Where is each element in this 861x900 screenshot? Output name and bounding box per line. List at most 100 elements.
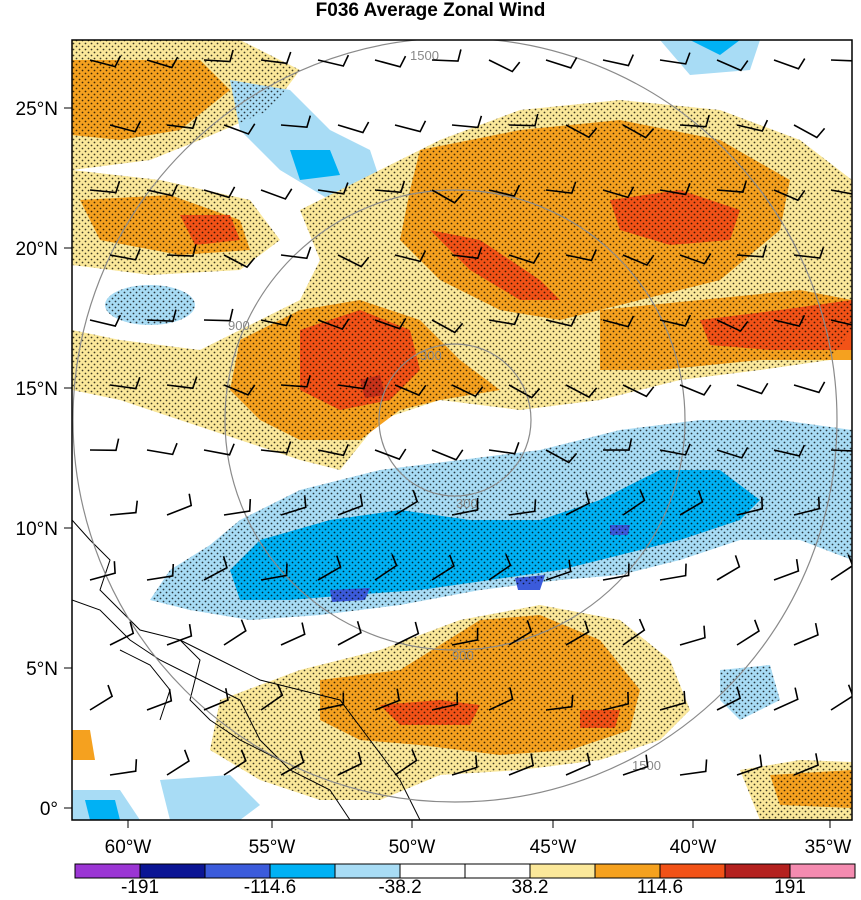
colorbar-swatch: [139, 863, 206, 879]
wind-barb: [203, 443, 235, 456]
wind-barb: [488, 59, 521, 73]
wind-barb: [602, 691, 630, 711]
wind-barb: [830, 449, 852, 452]
wind-barb: [431, 319, 464, 334]
colorbar-swatch: [464, 863, 531, 879]
wind-barb: [622, 124, 655, 139]
wind-barb: [260, 314, 293, 327]
wind-barb: [622, 754, 649, 776]
colorbar-label-n38: -38.2: [378, 877, 421, 898]
wind-barb: [736, 245, 767, 258]
map-title: F036 Average Zonal Wind: [315, 0, 546, 21]
wind-barb: [89, 314, 122, 328]
wind-barb: [602, 315, 635, 328]
wind-barb: [431, 449, 464, 461]
colorbar-label-114: 114.6: [637, 877, 683, 898]
colorbar-swatch: [594, 863, 661, 879]
lon-axis: 60°W 55°W 50°W 45°W 40°W 35°W: [105, 820, 852, 858]
wind-barb: [223, 498, 252, 516]
wind-barb: [830, 684, 852, 711]
wind-barb: [679, 759, 708, 776]
lower-left-negative-patches: [72, 775, 260, 820]
wind-barb: [716, 180, 748, 193]
wind-barb: [109, 500, 139, 516]
colorbar-swatch: [789, 863, 856, 879]
wind-barb: [830, 189, 852, 195]
wind-barb: [830, 554, 852, 581]
wind-barb: [280, 495, 307, 516]
wind-barb: [337, 121, 370, 134]
wind-barb: [659, 183, 691, 196]
ring-label-300: 300: [420, 348, 442, 363]
wind-barb: [109, 120, 142, 133]
wind-barb: [565, 124, 598, 139]
wind-barb: [659, 690, 686, 711]
wind-barb: [166, 623, 193, 646]
wind-barb: [337, 377, 369, 390]
colorbar-swatch: [529, 863, 596, 879]
wind-barb: [337, 493, 364, 516]
wind-barb: [223, 619, 247, 646]
colorbar-label-n191: -191: [121, 877, 159, 898]
wind-barb: [280, 115, 312, 128]
wind-barb: [317, 318, 350, 331]
wind-barb: [773, 189, 806, 202]
wind-barb: [374, 317, 407, 330]
wind-barb: [622, 488, 646, 516]
lat-label-20n: 20°N: [16, 239, 58, 260]
wind-barb: [166, 376, 198, 390]
wind-barb: [337, 254, 370, 268]
wind-barb: [716, 59, 749, 72]
wind-barb: [109, 248, 141, 261]
wind-barb: [508, 252, 541, 265]
range-ring-300: [378, 343, 532, 497]
wind-barb: [109, 377, 141, 390]
wind-barb: [793, 622, 819, 646]
wind-barb: [109, 621, 135, 646]
wind-barb: [622, 384, 655, 398]
wind-barb: [508, 620, 533, 646]
wind-barb: [659, 52, 691, 65]
wind-barb: [773, 58, 806, 70]
wind-barb: [223, 254, 256, 269]
wind-barb: [488, 553, 512, 581]
wind-barb: [374, 448, 407, 461]
wind-barb: [508, 499, 537, 516]
wind-barb: [451, 115, 483, 129]
wind-barb: [793, 246, 825, 259]
wind-barb: [830, 319, 852, 326]
wind-barb: [659, 314, 692, 327]
wind-barb: [146, 442, 178, 456]
wind-barb: [545, 449, 578, 464]
lon-label-45w: 45°W: [530, 837, 577, 858]
wind-barb: [451, 497, 479, 516]
wind-barb: [659, 443, 691, 456]
wind-barb: [317, 182, 349, 195]
colorbar-labels: -191 -114.6 -38.2 38.2 114.6 191: [121, 877, 806, 898]
wind-barb: [488, 442, 520, 455]
wind-barb: [337, 621, 362, 646]
wind-barb: [793, 124, 826, 139]
lon-label-35w: 35°W: [805, 837, 852, 858]
wind-barb: [89, 438, 120, 452]
wind-barb: [716, 555, 741, 581]
wind-barb: [679, 384, 712, 396]
wind-barb: [280, 375, 311, 388]
wind-barbs: [89, 49, 852, 776]
wind-barb: [431, 554, 455, 581]
colorbar-swatch: [399, 863, 466, 879]
wind-barb: [679, 490, 704, 516]
wind-barb: [488, 184, 521, 197]
plot-frame: [71, 39, 853, 821]
wind-barb: [89, 180, 121, 194]
wind-barb: [260, 441, 292, 454]
range-ring-labels: 300 300 900 900 1500 1500: [228, 48, 661, 773]
wind-barb: [488, 312, 520, 326]
wind-barb: [394, 489, 419, 516]
wind-barb: [508, 113, 539, 127]
ring-label-300-lower: 300: [456, 496, 478, 511]
wind-barb: [679, 625, 706, 646]
wind-barb: [545, 559, 572, 581]
wind-barb: [565, 249, 598, 262]
wind-barb: [146, 56, 179, 69]
